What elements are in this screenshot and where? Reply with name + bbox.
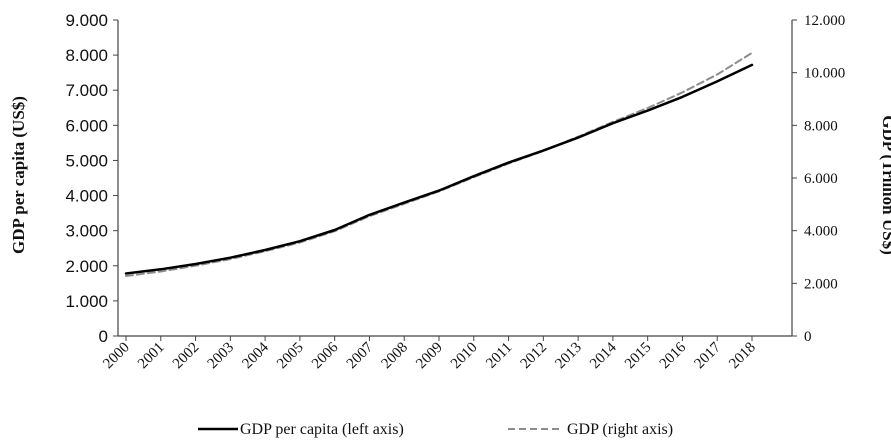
series-line-gdp	[125, 51, 753, 277]
legend: GDP per capita (left axis) GDP (right ax…	[198, 421, 673, 438]
x-tick-label: 2002	[170, 340, 203, 373]
x-tick-label: 2016	[657, 339, 690, 372]
x-tick-label: 2013	[552, 340, 585, 373]
right-axis-ticks: 0 2.000 4.000 6.000 8.000 10.000 12.000	[792, 13, 845, 345]
right-tick-label: 12.000	[804, 13, 845, 29]
chart-axes	[117, 20, 793, 337]
right-tick-label: 10.000	[804, 66, 845, 82]
left-axis-ticks: 0 1.000 2.000 3.000 4.000 5.000 6.000 7.000 8.00…	[65, 11, 118, 346]
x-tick-label: 2018	[726, 340, 759, 373]
left-tick-label: 4.000	[65, 187, 108, 206]
right-tick-label: 8.000	[804, 118, 838, 134]
right-tick-label: 0	[804, 329, 812, 345]
series-line-gdp-per-capita	[124, 63, 754, 275]
x-axis-ticks: 2000 2001 2002 2003 2004 2005 2006 2007 2008 2009…	[100, 336, 759, 372]
left-tick-label: 0	[99, 327, 108, 346]
x-tick-label: 2011	[483, 340, 515, 372]
x-tick-label: 2015	[622, 340, 655, 373]
x-tick-label: 2005	[274, 340, 307, 373]
x-tick-label: 2008	[379, 340, 412, 373]
right-tick-label: 4.000	[804, 224, 838, 240]
legend-label-gdp: GDP (right axis)	[567, 421, 673, 438]
x-tick-label: 2007	[344, 339, 377, 372]
x-tick-label: 2006	[309, 339, 342, 372]
series-lines	[124, 51, 754, 277]
right-tick-label: 6.000	[804, 171, 838, 187]
left-tick-label: 2.000	[65, 257, 108, 276]
left-tick-label: 6.000	[65, 116, 108, 135]
right-axis-title: GDP (Trillion US$)	[879, 115, 891, 254]
x-tick-label: 2001	[135, 340, 168, 373]
x-tick-label: 2009	[413, 340, 446, 373]
right-tick-label: 2.000	[804, 276, 838, 292]
left-tick-label: 7.000	[65, 81, 108, 100]
left-tick-label: 1.000	[65, 292, 108, 311]
legend-label-gdp-per-capita: GDP per capita (left axis)	[240, 421, 404, 438]
left-tick-label: 3.000	[65, 222, 108, 241]
left-tick-label: 8.000	[65, 46, 108, 65]
x-tick-label: 2017	[692, 339, 725, 372]
x-tick-label: 2003	[205, 340, 238, 373]
left-tick-label: 5.000	[65, 151, 108, 170]
left-tick-label: 9.000	[65, 11, 108, 30]
x-tick-label: 2014	[587, 339, 620, 372]
left-axis-title: GDP per capita (US$)	[9, 96, 28, 254]
x-tick-label: 2010	[448, 340, 481, 373]
x-tick-label: 2004	[239, 339, 272, 372]
x-tick-label: 2012	[518, 340, 551, 373]
